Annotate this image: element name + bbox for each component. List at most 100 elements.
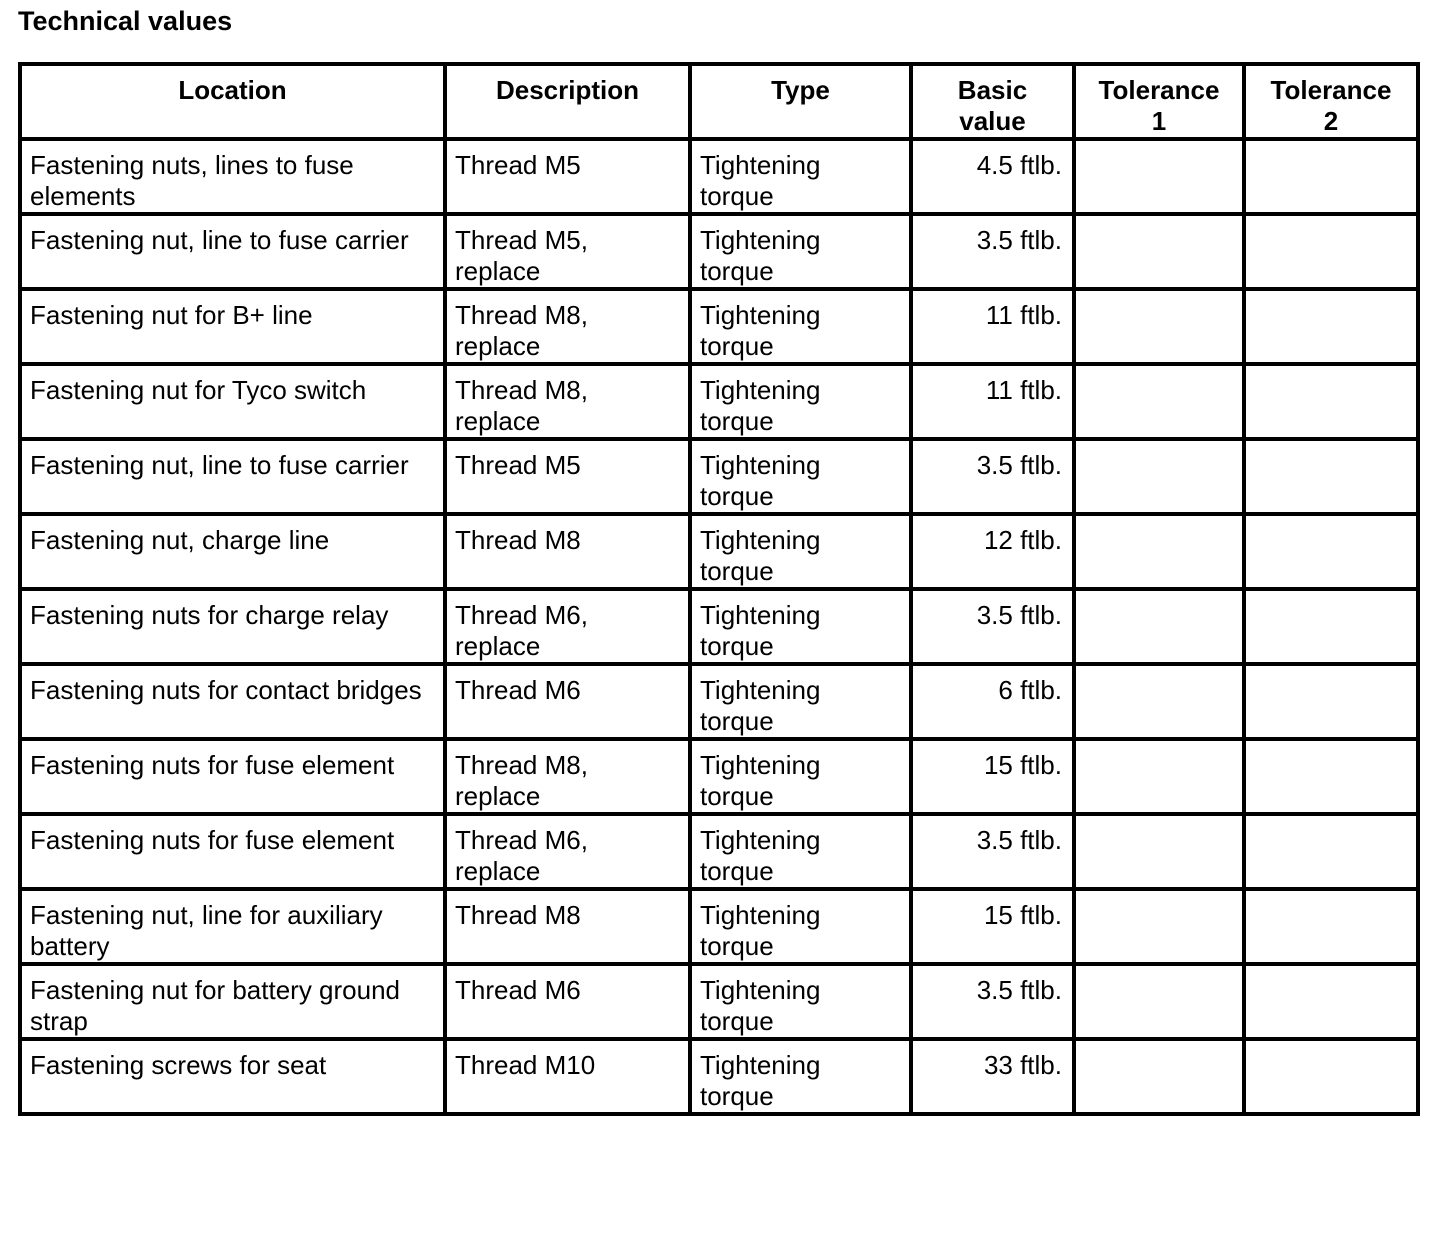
table-cell: Tightening torque bbox=[688, 512, 913, 591]
table-cell: Fastening nut, line to fuse carrier bbox=[18, 212, 447, 291]
empty-cell bbox=[1072, 137, 1246, 216]
table-cell: 3.5 ftlb. bbox=[909, 962, 1076, 1041]
table-row: Fastening nut for B+ line Thread M8, repl… bbox=[18, 287, 1420, 366]
header-text: Tolerance 1 bbox=[1098, 75, 1220, 136]
column-header: Tolerance 2 bbox=[1242, 62, 1420, 141]
table-cell: Fastening nuts for fuse element bbox=[18, 812, 447, 891]
empty-cell bbox=[1072, 1037, 1246, 1116]
table-cell: 3.5 ftlb. bbox=[909, 587, 1076, 666]
table-cell: Tightening torque bbox=[688, 887, 913, 966]
table-body: Fastening nuts, lines to fuse elements Th… bbox=[18, 137, 1420, 1116]
table-cell: 3.5 ftlb. bbox=[909, 212, 1076, 291]
empty-cell bbox=[1072, 887, 1246, 966]
table-cell: Thread M6 bbox=[443, 962, 692, 1041]
table-cell: Fastening nut, charge line bbox=[18, 512, 447, 591]
empty-cell bbox=[1242, 137, 1420, 216]
table-row: Fastening nuts, lines to fuse elements Th… bbox=[18, 137, 1420, 216]
empty-cell bbox=[1072, 812, 1246, 891]
tech-table: Location Description Type Basic value Tolera… bbox=[18, 62, 1420, 1116]
title: Technical values bbox=[18, 6, 233, 36]
table-cell: Thread M8, replace bbox=[443, 737, 692, 816]
table-cell: Fastening screws for seat bbox=[18, 1037, 447, 1116]
table-cell: 4.5 ftlb. bbox=[909, 137, 1076, 216]
table-cell: Tightening torque bbox=[688, 137, 913, 216]
table-row: Fastening nut for Tyco switch Thread M8, … bbox=[18, 362, 1420, 441]
table-cell: Tightening torque bbox=[688, 587, 913, 666]
empty-cell bbox=[1072, 662, 1246, 741]
table-row: Fastening nut, line for auxiliary batter… bbox=[18, 887, 1420, 966]
table-cell: Tightening torque bbox=[688, 1037, 913, 1116]
column-header: Location bbox=[18, 62, 447, 141]
table-cell: 11 ftlb. bbox=[909, 362, 1076, 441]
table-cell: 33 ftlb. bbox=[909, 1037, 1076, 1116]
empty-cell bbox=[1072, 212, 1246, 291]
column-header: Basic value bbox=[909, 62, 1076, 141]
table-cell: 6 ftlb. bbox=[909, 662, 1076, 741]
table-cell: 3.5 ftlb. bbox=[909, 812, 1076, 891]
column-header: Type bbox=[688, 62, 913, 141]
table-row: Fastening nut for battery ground strap Th… bbox=[18, 962, 1420, 1041]
table-cell: Tightening torque bbox=[688, 212, 913, 291]
table-cell: Fastening nut for Tyco switch bbox=[18, 362, 447, 441]
table-cell: Tightening torque bbox=[688, 812, 913, 891]
empty-cell bbox=[1242, 512, 1420, 591]
column-header: Tolerance 1 bbox=[1072, 62, 1246, 141]
table-cell: Tightening torque bbox=[688, 437, 913, 516]
table-row: Fastening nuts for fuse element Thread M6… bbox=[18, 812, 1420, 891]
table-cell: 12 ftlb. bbox=[909, 512, 1076, 591]
empty-cell bbox=[1242, 962, 1420, 1041]
empty-cell bbox=[1072, 437, 1246, 516]
table-cell: Tightening torque bbox=[688, 662, 913, 741]
table-cell: Thread M6, replace bbox=[443, 812, 692, 891]
table-row: Fastening nuts for charge relay Thread M6… bbox=[18, 587, 1420, 666]
empty-cell bbox=[1072, 512, 1246, 591]
empty-cell bbox=[1242, 362, 1420, 441]
table-cell: Fastening nut, line to fuse carrier bbox=[18, 437, 447, 516]
table-row: Fastening nuts for fuse element Thread M8… bbox=[18, 737, 1420, 816]
table-cell: Thread M8 bbox=[443, 887, 692, 966]
empty-cell bbox=[1242, 1037, 1420, 1116]
table-cell: Thread M6 bbox=[443, 662, 692, 741]
table-cell: Thread M10 bbox=[443, 1037, 692, 1116]
table-cell: Fastening nuts for charge relay bbox=[18, 587, 447, 666]
header-text: Description bbox=[495, 75, 640, 105]
table-cell: Tightening torque bbox=[688, 287, 913, 366]
table-row: Fastening nut, line to fuse carrier Threa… bbox=[18, 212, 1420, 291]
table-cell: 15 ftlb. bbox=[909, 737, 1076, 816]
empty-cell bbox=[1242, 437, 1420, 516]
table-cell: Fastening nuts for fuse element bbox=[18, 737, 447, 816]
empty-cell bbox=[1242, 587, 1420, 666]
table-row: Fastening nut, line to fuse carrier Threa… bbox=[18, 437, 1420, 516]
empty-cell bbox=[1242, 887, 1420, 966]
table-cell: Thread M5, replace bbox=[443, 212, 692, 291]
table-cell: Tightening torque bbox=[688, 737, 913, 816]
header-row: Location Description Type Basic value Tolera… bbox=[18, 62, 1420, 141]
header-text: Type bbox=[771, 75, 830, 105]
column-header: Description bbox=[443, 62, 692, 141]
table-cell: Thread M8, replace bbox=[443, 287, 692, 366]
table-cell: Fastening nut for battery ground strap bbox=[18, 962, 447, 1041]
table-cell: 15 ftlb. bbox=[909, 887, 1076, 966]
empty-cell bbox=[1242, 812, 1420, 891]
table-cell: Tightening torque bbox=[688, 962, 913, 1041]
header-text: Tolerance 2 bbox=[1270, 75, 1392, 136]
empty-cell bbox=[1242, 212, 1420, 291]
table-cell: Fastening nut, line for auxiliary batter… bbox=[18, 887, 447, 966]
table-cell: Fastening nut for B+ line bbox=[18, 287, 447, 366]
empty-cell bbox=[1242, 662, 1420, 741]
empty-cell bbox=[1072, 587, 1246, 666]
empty-cell bbox=[1072, 737, 1246, 816]
empty-cell bbox=[1242, 737, 1420, 816]
table-cell: 3.5 ftlb. bbox=[909, 437, 1076, 516]
empty-cell bbox=[1072, 287, 1246, 366]
empty-cell bbox=[1072, 962, 1246, 1041]
table-cell: Thread M5 bbox=[443, 137, 692, 216]
header-text: Basic value bbox=[957, 75, 1028, 136]
table-cell: 11 ftlb. bbox=[909, 287, 1076, 366]
empty-cell bbox=[1072, 362, 1246, 441]
header-text: Location bbox=[178, 75, 287, 105]
empty-cell bbox=[1242, 287, 1420, 366]
table-cell: Fastening nuts for contact bridges bbox=[18, 662, 447, 741]
table-cell: Thread M8, replace bbox=[443, 362, 692, 441]
